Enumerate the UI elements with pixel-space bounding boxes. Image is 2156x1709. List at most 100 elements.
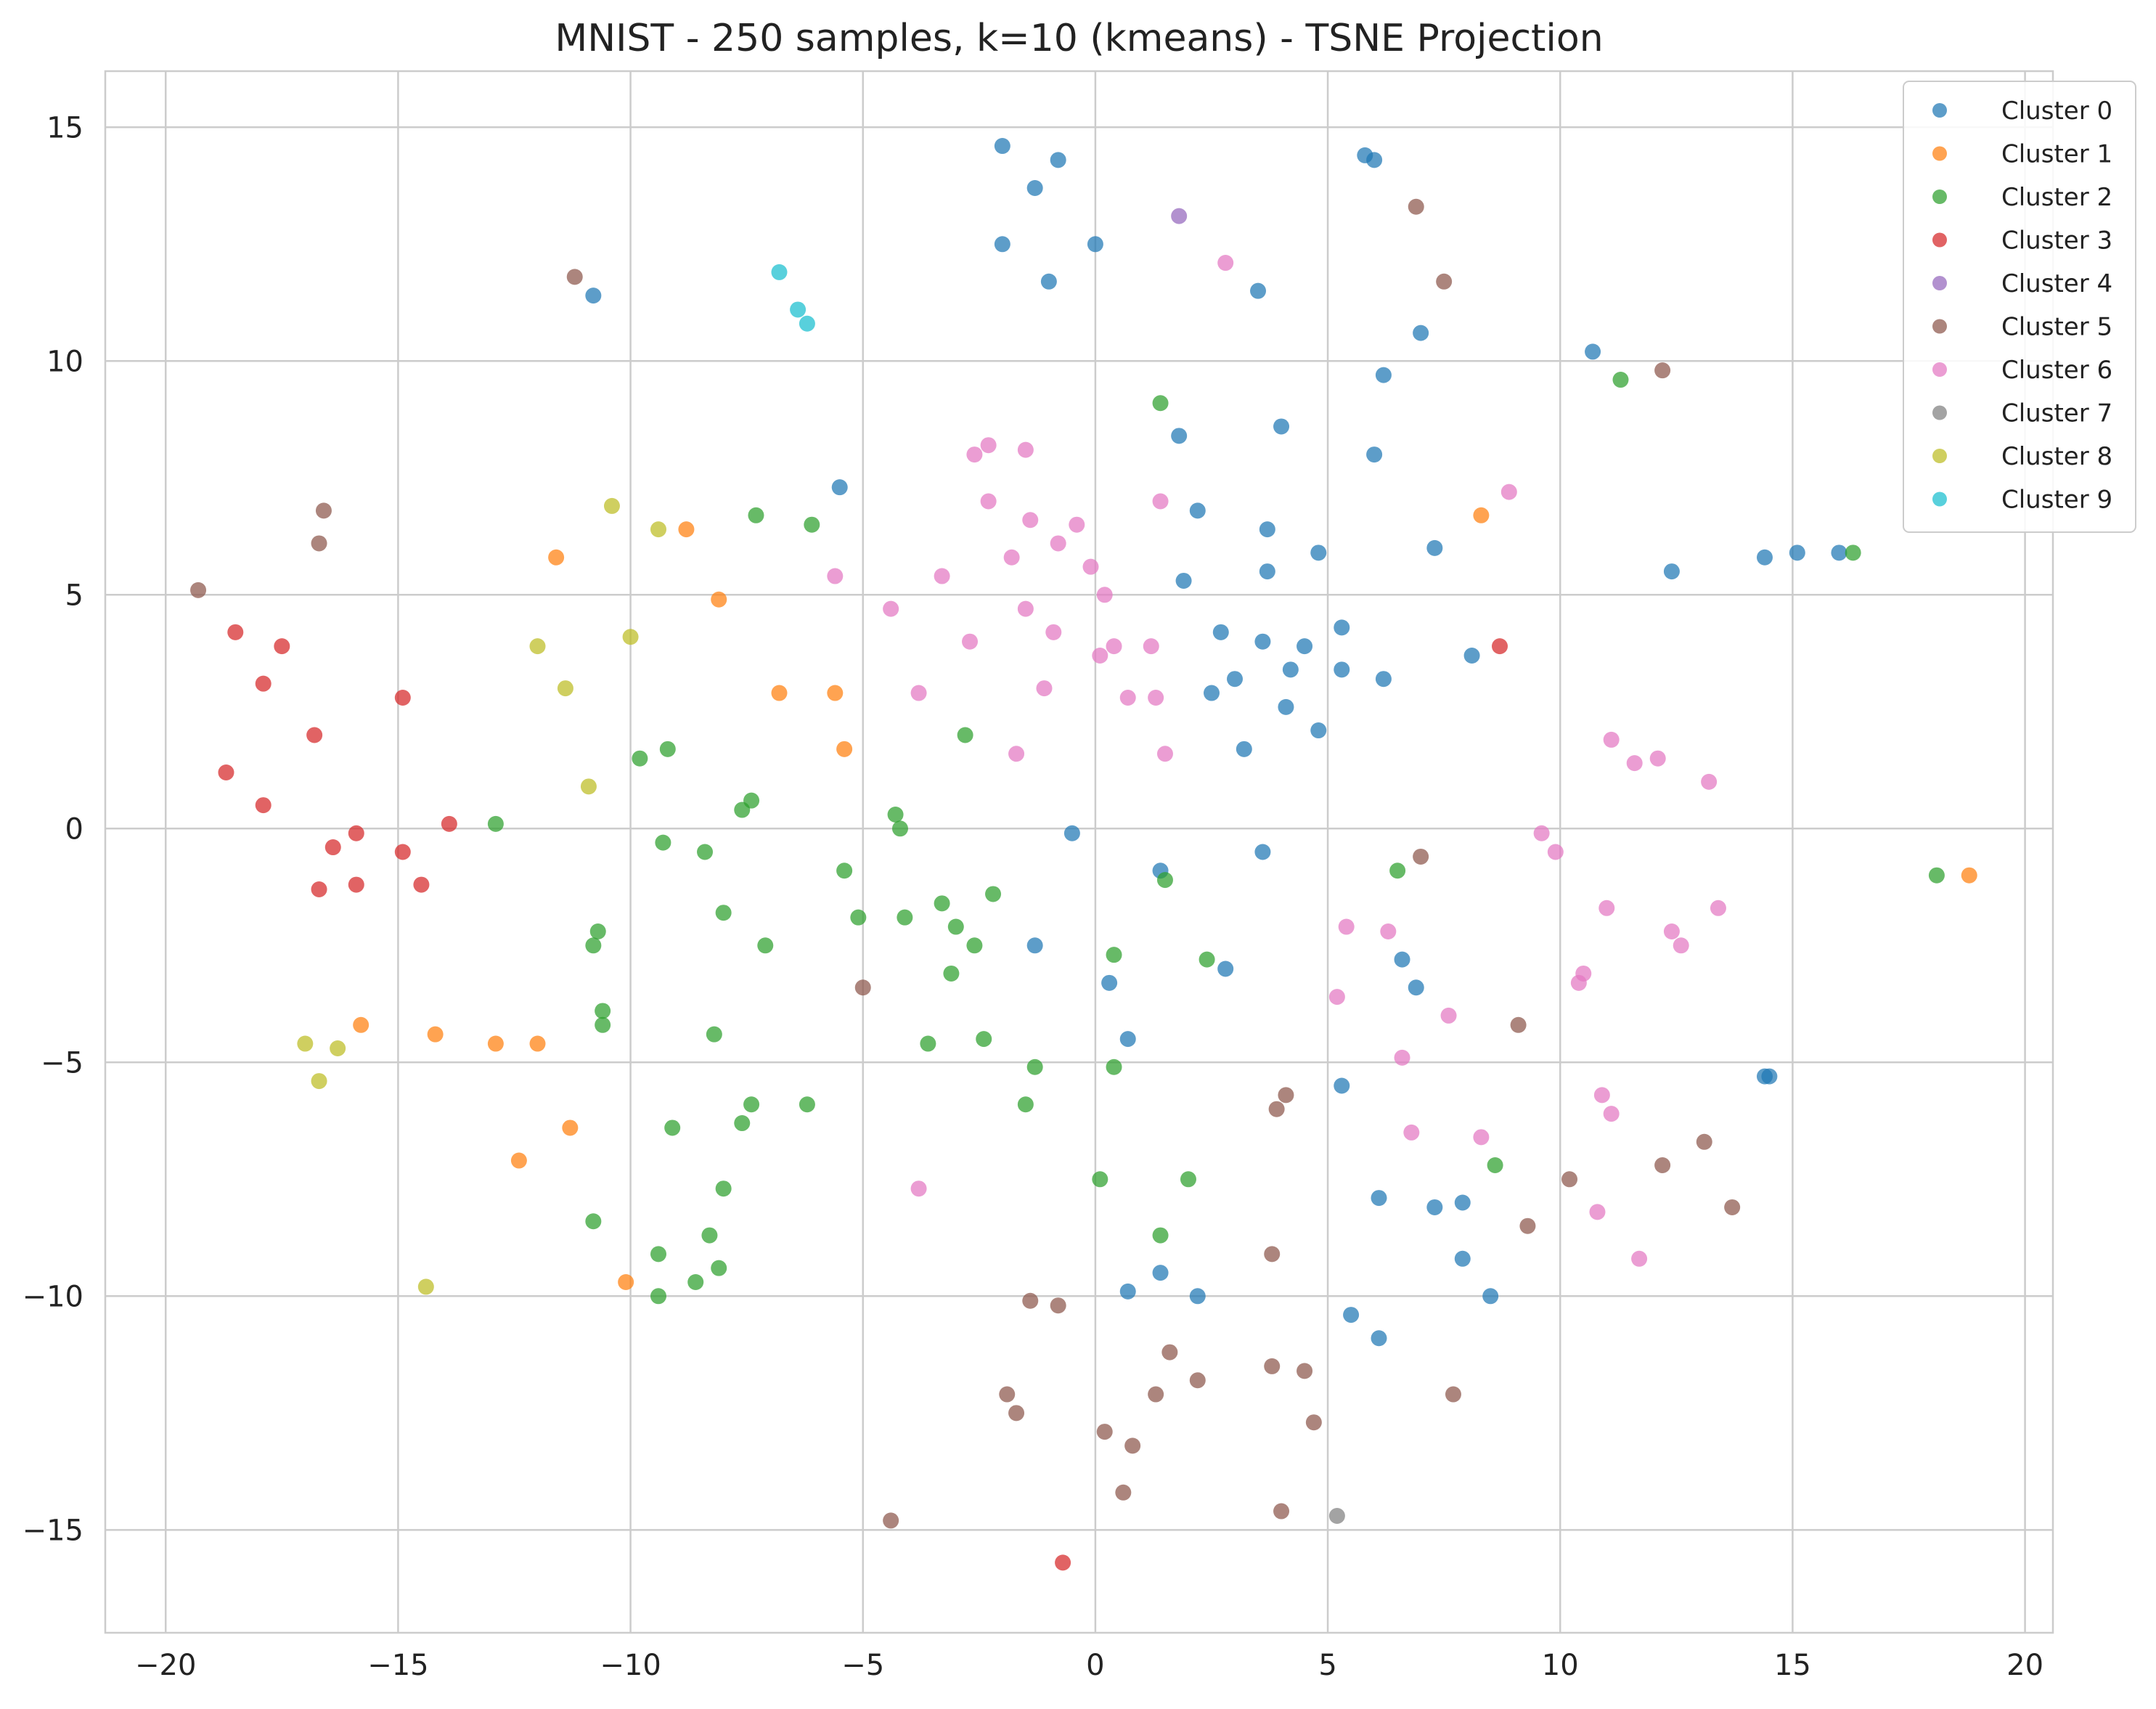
scatter-point-cluster-0 bbox=[1297, 638, 1313, 655]
scatter-point-cluster-2 bbox=[1106, 1059, 1122, 1075]
scatter-point-cluster-5 bbox=[1436, 273, 1453, 290]
scatter-point-cluster-0 bbox=[1789, 544, 1805, 561]
scatter-point-cluster-2 bbox=[734, 1115, 751, 1132]
scatter-point-cluster-1 bbox=[487, 1035, 504, 1052]
legend-marker bbox=[1932, 405, 1947, 420]
scatter-point-cluster-0 bbox=[1282, 661, 1299, 678]
scatter-point-cluster-0 bbox=[1334, 661, 1350, 678]
scatter-point-cluster-0 bbox=[1050, 152, 1066, 168]
x-tick-label: −15 bbox=[367, 1649, 428, 1682]
scatter-point-cluster-2 bbox=[966, 937, 983, 954]
scatter-point-cluster-0 bbox=[1101, 974, 1118, 991]
y-tick-label: 15 bbox=[46, 111, 83, 144]
scatter-point-cluster-0 bbox=[1250, 282, 1267, 299]
scatter-point-cluster-2 bbox=[757, 937, 774, 954]
scatter-point-cluster-3 bbox=[324, 839, 341, 856]
scatter-point-cluster-2 bbox=[595, 1016, 611, 1033]
scatter-point-cluster-6 bbox=[1003, 549, 1020, 566]
scatter-point-cluster-6 bbox=[1148, 689, 1164, 706]
x-tick-label: −5 bbox=[841, 1649, 884, 1682]
scatter-point-cluster-8 bbox=[529, 638, 546, 655]
scatter-point-cluster-0 bbox=[1454, 1250, 1471, 1267]
scatter-point-cluster-0 bbox=[1026, 937, 1043, 954]
legend-label: Cluster 7 bbox=[2001, 399, 2112, 428]
scatter-point-cluster-6 bbox=[966, 446, 983, 463]
scatter-point-cluster-6 bbox=[1092, 648, 1108, 664]
scatter-point-cluster-0 bbox=[1454, 1194, 1471, 1211]
legend-marker bbox=[1932, 276, 1947, 290]
scatter-point-cluster-3 bbox=[441, 815, 457, 832]
x-tick-label: 15 bbox=[1774, 1649, 1811, 1682]
scatter-point-cluster-0 bbox=[1663, 563, 1680, 580]
scatter-point-cluster-0 bbox=[1259, 521, 1275, 538]
y-tick-label: 0 bbox=[65, 812, 83, 846]
scatter-point-cluster-6 bbox=[1338, 918, 1355, 935]
scatter-point-cluster-0 bbox=[1366, 152, 1383, 168]
scatter-point-cluster-8 bbox=[557, 680, 573, 697]
scatter-point-cluster-5 bbox=[311, 535, 327, 552]
scatter-point-cluster-6 bbox=[1473, 1129, 1490, 1146]
scatter-point-cluster-5 bbox=[1148, 1386, 1164, 1403]
scatter-point-cluster-2 bbox=[715, 905, 732, 921]
legend-marker bbox=[1932, 146, 1947, 161]
scatter-point-cluster-6 bbox=[980, 493, 997, 510]
scatter-point-cluster-0 bbox=[1310, 722, 1327, 739]
scatter-point-cluster-6 bbox=[1701, 773, 1718, 790]
scatter-point-cluster-2 bbox=[632, 750, 648, 767]
scatter-point-cluster-1 bbox=[711, 591, 727, 608]
scatter-point-cluster-5 bbox=[1273, 1503, 1290, 1520]
scatter-point-cluster-5 bbox=[1022, 1292, 1039, 1309]
scatter-point-cluster-6 bbox=[1217, 255, 1234, 272]
y-tick-label: −15 bbox=[23, 1514, 83, 1547]
scatter-point-cluster-2 bbox=[897, 909, 913, 926]
x-tick-label: 20 bbox=[2006, 1649, 2043, 1682]
scatter-point-cluster-9 bbox=[771, 264, 788, 280]
scatter-point-cluster-2 bbox=[711, 1260, 727, 1276]
y-tick-label: 5 bbox=[65, 579, 83, 612]
scatter-point-cluster-5 bbox=[1510, 1016, 1527, 1033]
x-tick-label: 10 bbox=[1542, 1649, 1579, 1682]
tick-labels: −20 −15 −10 −5 0 5 10 15 20 −15 −10 −5 0 5 10 15 bbox=[23, 111, 2043, 1682]
scatter-point-cluster-5 bbox=[1408, 198, 1424, 215]
scatter-point-cluster-5 bbox=[1297, 1363, 1313, 1379]
scatter-point-cluster-8 bbox=[622, 629, 639, 645]
scatter-point-cluster-5 bbox=[1115, 1484, 1132, 1501]
scatter-point-cluster-6 bbox=[1328, 989, 1345, 1006]
legend-marker bbox=[1932, 449, 1947, 463]
scatter-point-cluster-6 bbox=[1017, 600, 1034, 617]
scatter-point-cluster-0 bbox=[1227, 671, 1244, 688]
scatter-point-cluster-1 bbox=[836, 741, 853, 757]
scatter-point-cluster-6 bbox=[934, 568, 950, 584]
scatter-point-cluster-2 bbox=[947, 918, 964, 935]
plot-area bbox=[104, 70, 2054, 1634]
scatter-point-cluster-3 bbox=[255, 675, 271, 692]
y-tick-label: −5 bbox=[41, 1046, 83, 1080]
scatter-point-cluster-0 bbox=[1761, 1068, 1778, 1085]
scatter-point-cluster-6 bbox=[1710, 900, 1726, 916]
scatter-point-cluster-2 bbox=[687, 1273, 704, 1290]
scatter-point-cluster-2 bbox=[1389, 862, 1406, 879]
scatter-point-cluster-0 bbox=[831, 479, 848, 496]
scatter-point-cluster-2 bbox=[650, 1288, 666, 1305]
scatter-point-cluster-2 bbox=[585, 937, 602, 954]
scatter-point-cluster-9 bbox=[799, 315, 815, 332]
scatter-point-cluster-3 bbox=[413, 876, 430, 893]
scatter-point-cluster-2 bbox=[1487, 1157, 1503, 1173]
scatter-point-cluster-1 bbox=[427, 1026, 444, 1043]
scatter-point-cluster-5 bbox=[1305, 1414, 1322, 1431]
scatter-point-cluster-1 bbox=[618, 1273, 634, 1290]
scatter-point-cluster-0 bbox=[1171, 428, 1188, 444]
scatter-point-cluster-6 bbox=[1106, 638, 1122, 655]
scatter-point-cluster-6 bbox=[1096, 587, 1113, 603]
scatter-point-cluster-6 bbox=[1663, 923, 1680, 939]
scatter-point-cluster-0 bbox=[1040, 273, 1057, 290]
legend-label: Cluster 3 bbox=[2001, 227, 2112, 256]
x-tick-label: −20 bbox=[135, 1649, 196, 1682]
scatter-point-cluster-3 bbox=[218, 764, 234, 781]
scatter-point-cluster-0 bbox=[1259, 563, 1275, 580]
scatter-point-cluster-6 bbox=[1593, 1087, 1610, 1104]
scatter-point-cluster-0 bbox=[1203, 685, 1220, 701]
scatter-point-cluster-5 bbox=[1008, 1405, 1025, 1422]
legend-label: Cluster 9 bbox=[2001, 486, 2112, 515]
scatter-point-cluster-5 bbox=[315, 502, 332, 519]
